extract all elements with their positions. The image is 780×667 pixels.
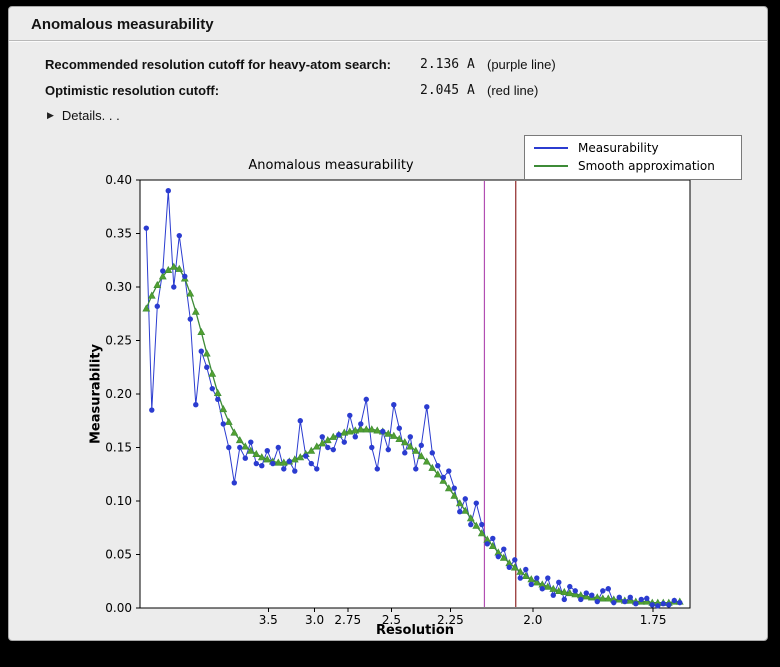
details-toggle[interactable]: ▶ Details. . . — [47, 108, 120, 123]
legend-label: Smooth approximation — [578, 159, 715, 173]
svg-text:0.20: 0.20 — [105, 387, 132, 401]
plot-area — [139, 179, 691, 609]
recommended-cutoff-label: Recommended resolution cutoff for heavy-… — [45, 56, 392, 72]
x-axis: 3.5 3.0 2.75 2.5 2.25 2.0 1.75 — [259, 608, 667, 627]
svg-text:2.25: 2.25 — [437, 613, 464, 627]
svg-text:0.00: 0.00 — [105, 601, 132, 615]
svg-text:0.40: 0.40 — [105, 173, 132, 187]
svg-text:0.10: 0.10 — [105, 494, 132, 508]
svg-text:1.75: 1.75 — [640, 613, 667, 627]
legend-line-blue-icon — [534, 147, 568, 149]
disclosure-triangle-icon: ▶ — [47, 110, 54, 120]
svg-text:0.15: 0.15 — [105, 441, 132, 455]
page-title: Anomalous measurability — [31, 16, 214, 33]
info-row-optimistic: Optimistic resolution cutoff: 2.045 A (r… — [45, 77, 556, 103]
optimistic-cutoff-note: (red line) — [487, 82, 539, 98]
svg-text:0.30: 0.30 — [105, 280, 132, 294]
svg-text:3.0: 3.0 — [305, 613, 324, 627]
svg-text:0.05: 0.05 — [105, 548, 132, 562]
svg-text:2.75: 2.75 — [334, 613, 361, 627]
x-axis-label: Resolution — [375, 623, 455, 638]
chart-legend: Measurability Smooth approximation — [524, 135, 742, 180]
recommended-cutoff-value: 2.136 A — [420, 56, 475, 72]
svg-text:0.35: 0.35 — [105, 227, 132, 241]
optimistic-cutoff-value: 2.045 A — [420, 82, 475, 98]
info-row-recommended: Recommended resolution cutoff for heavy-… — [45, 51, 556, 77]
svg-text:0.25: 0.25 — [105, 334, 132, 348]
details-label: Details. . . — [61, 108, 120, 123]
recommended-cutoff-note: (purple line) — [487, 56, 556, 72]
header-divider — [9, 40, 767, 42]
legend-line-green-icon — [534, 165, 568, 167]
y-axis: 0.00 0.05 0.10 0.15 0.20 0.25 0.30 0.35 0.40 — [105, 173, 140, 615]
info-block: Recommended resolution cutoff for heavy-… — [45, 51, 556, 103]
svg-text:2.5: 2.5 — [382, 613, 401, 627]
legend-entry-smooth: Smooth approximation — [534, 159, 731, 173]
optimistic-cutoff-label: Optimistic resolution cutoff: — [45, 82, 220, 98]
svg-text:2.0: 2.0 — [523, 613, 542, 627]
svg-text:3.5: 3.5 — [259, 613, 278, 627]
legend-entry-measurability: Measurability — [534, 141, 731, 155]
legend-label: Measurability — [578, 141, 659, 155]
series-measurability-markers — [143, 188, 683, 609]
chart-title: Anomalous measurability — [248, 158, 414, 173]
y-axis-label: Measurability — [88, 343, 104, 445]
